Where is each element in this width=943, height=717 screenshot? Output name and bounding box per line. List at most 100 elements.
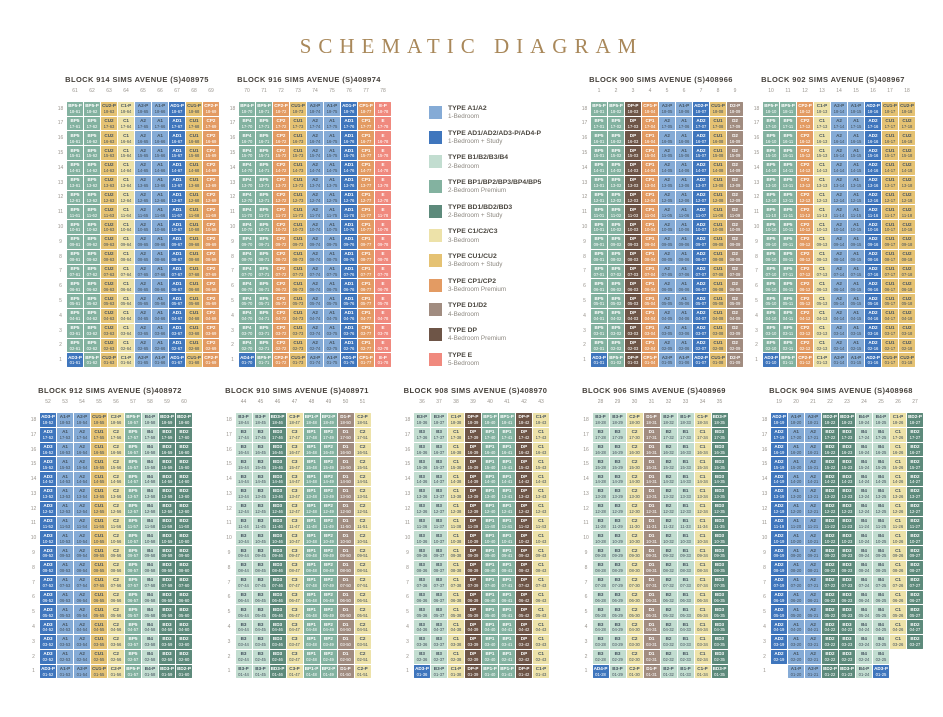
unit-cell: CU2 03-18 [899, 323, 915, 338]
unit-type: CP1 [645, 295, 655, 301]
unit-cell: BD3 16-59 [159, 442, 175, 457]
unit-type: CU1 [94, 532, 104, 538]
unit-cell: C1 13-43 [533, 487, 549, 501]
unit-type: C1 [538, 473, 544, 479]
unit-cell: A2 12-05 [659, 190, 675, 205]
floor-label: 16 [226, 446, 232, 453]
unit-type: BD2 [825, 473, 835, 479]
unit-type: B3 [597, 473, 604, 479]
unit-type: B3 [597, 577, 604, 583]
unit-cell: CP1-P 18-04 [642, 101, 658, 116]
unit-cell: D1 04-31 [643, 620, 660, 634]
unit-cell: C1 15-26 [890, 457, 906, 472]
unit-type: CU1 [885, 118, 895, 123]
unit-number: 12-18 [901, 197, 913, 203]
unit-cell: CP1-P 01-77 [358, 353, 374, 368]
floor-label: 7 [32, 579, 35, 586]
stack-number: 9 [733, 87, 737, 94]
unit-cell: C3 08-47 [286, 560, 303, 575]
unit-number: 16-51 [357, 449, 368, 455]
unit-type: B2 [665, 591, 672, 597]
unit-number: 11-73 [292, 212, 304, 218]
unit-cell: B4 02-25 [873, 649, 889, 664]
unit-type: BD2 [179, 577, 189, 583]
unit-type: A2 [664, 147, 670, 153]
unit-type: D1-P [340, 665, 351, 671]
unit-cell: C1-P 01-34 [694, 664, 711, 679]
unit-type: A2 [79, 532, 85, 538]
unit-type: C2 [631, 458, 638, 464]
unit-cell: C2 17-30 [626, 427, 643, 442]
unit-cell: C1 05-64 [118, 294, 134, 308]
floor-label: 15 [581, 150, 588, 157]
unit-type: BD3 [272, 458, 283, 464]
unit-number: 12-29 [612, 508, 623, 514]
unit-number: 11-15 [850, 212, 862, 218]
unit-cell: C1 05-34 [694, 605, 711, 620]
stack-number: 18 [904, 87, 910, 94]
unit-number: 10-51 [357, 538, 368, 544]
unit-type: C3 [291, 473, 298, 479]
unit-number: 07-45 [255, 582, 266, 588]
unit-type: C1 [123, 339, 129, 345]
unit-number: 11-11 [782, 212, 794, 218]
unit-cell: CU1-P 18-55 [91, 413, 107, 427]
unit-cell: A2 15-65 [135, 146, 151, 160]
unit-cell: BD3 04-59 [159, 620, 175, 634]
unit-number: 08-57 [127, 568, 139, 574]
unit-type: BD3 [842, 488, 852, 494]
unit-number: 03-06 [678, 330, 690, 336]
unit-cell: B2 15-32 [660, 457, 677, 472]
unit-number: 08-13 [816, 256, 828, 262]
unit-number: 13-70 [241, 182, 253, 188]
unit-cell: CU1 17-73 [290, 116, 306, 131]
unit-cell: BP4 12-70 [239, 190, 255, 205]
unit-number: 03-37 [433, 642, 445, 648]
unit-number: 10-75 [326, 227, 338, 233]
unit-number: 05-61 [69, 301, 81, 307]
unit-type: B3 [614, 591, 621, 597]
unit-number: 12-75 [326, 197, 338, 203]
unit-number: 11-50 [340, 523, 351, 529]
unit-type: A1-P [850, 354, 862, 360]
unit-number: 04-67 [171, 316, 183, 322]
unit-number: 13-43 [535, 494, 547, 500]
unit-type: BP5 [611, 265, 621, 271]
unit-type: BP1-P [483, 414, 497, 420]
unit-number: 04-18 [901, 316, 913, 322]
floor-label: 18 [57, 105, 64, 112]
unit-cell: B3 05-28 [592, 605, 609, 620]
floor-label: 15 [753, 150, 760, 157]
unit-number: 16-36 [416, 449, 428, 455]
unit-cell: C1 11-38 [448, 516, 464, 531]
unit-cell: A2 09-14 [831, 234, 847, 249]
unit-number: 15-26 [892, 464, 904, 470]
unit-number: 10-15 [850, 227, 862, 233]
unit-number: 12-07 [695, 197, 707, 203]
unit-type: B2 [665, 651, 672, 657]
stack-number: 45 [257, 398, 264, 405]
unit-number: 01-39 [467, 671, 479, 677]
unit-number: 06-71 [258, 286, 270, 292]
unit-number: 18-35 [714, 420, 725, 426]
unit-cell: CP2 09-69 [203, 234, 219, 249]
unit-type: BP5 [128, 458, 138, 464]
unit-cell: A1 09-53 [57, 546, 73, 560]
unit-type: B3-P [433, 414, 445, 420]
unit-cell: A2 03-74 [307, 323, 323, 338]
unit-number: 06-07 [695, 286, 707, 292]
unit-type: BP1 [307, 473, 316, 479]
unit-number: 13-11 [782, 182, 794, 188]
unit-number: 06-06 [678, 286, 690, 292]
unit-type: BP5 [611, 177, 621, 183]
unit-number: 12-05 [661, 197, 673, 203]
stack-number: 39 [470, 398, 476, 405]
unit-cell: BD2 12-60 [176, 501, 192, 516]
unit-type: BP2 [324, 636, 333, 642]
unit-cell: CP2 15-72 [273, 146, 289, 160]
unit-cell: A2 13-65 [135, 175, 151, 190]
unit-cell: B4 03-25 [873, 634, 889, 649]
unit-type: BD3 [714, 532, 725, 538]
unit-type: C2 [113, 577, 119, 583]
unit-cell: BP4 09-70 [239, 234, 255, 249]
